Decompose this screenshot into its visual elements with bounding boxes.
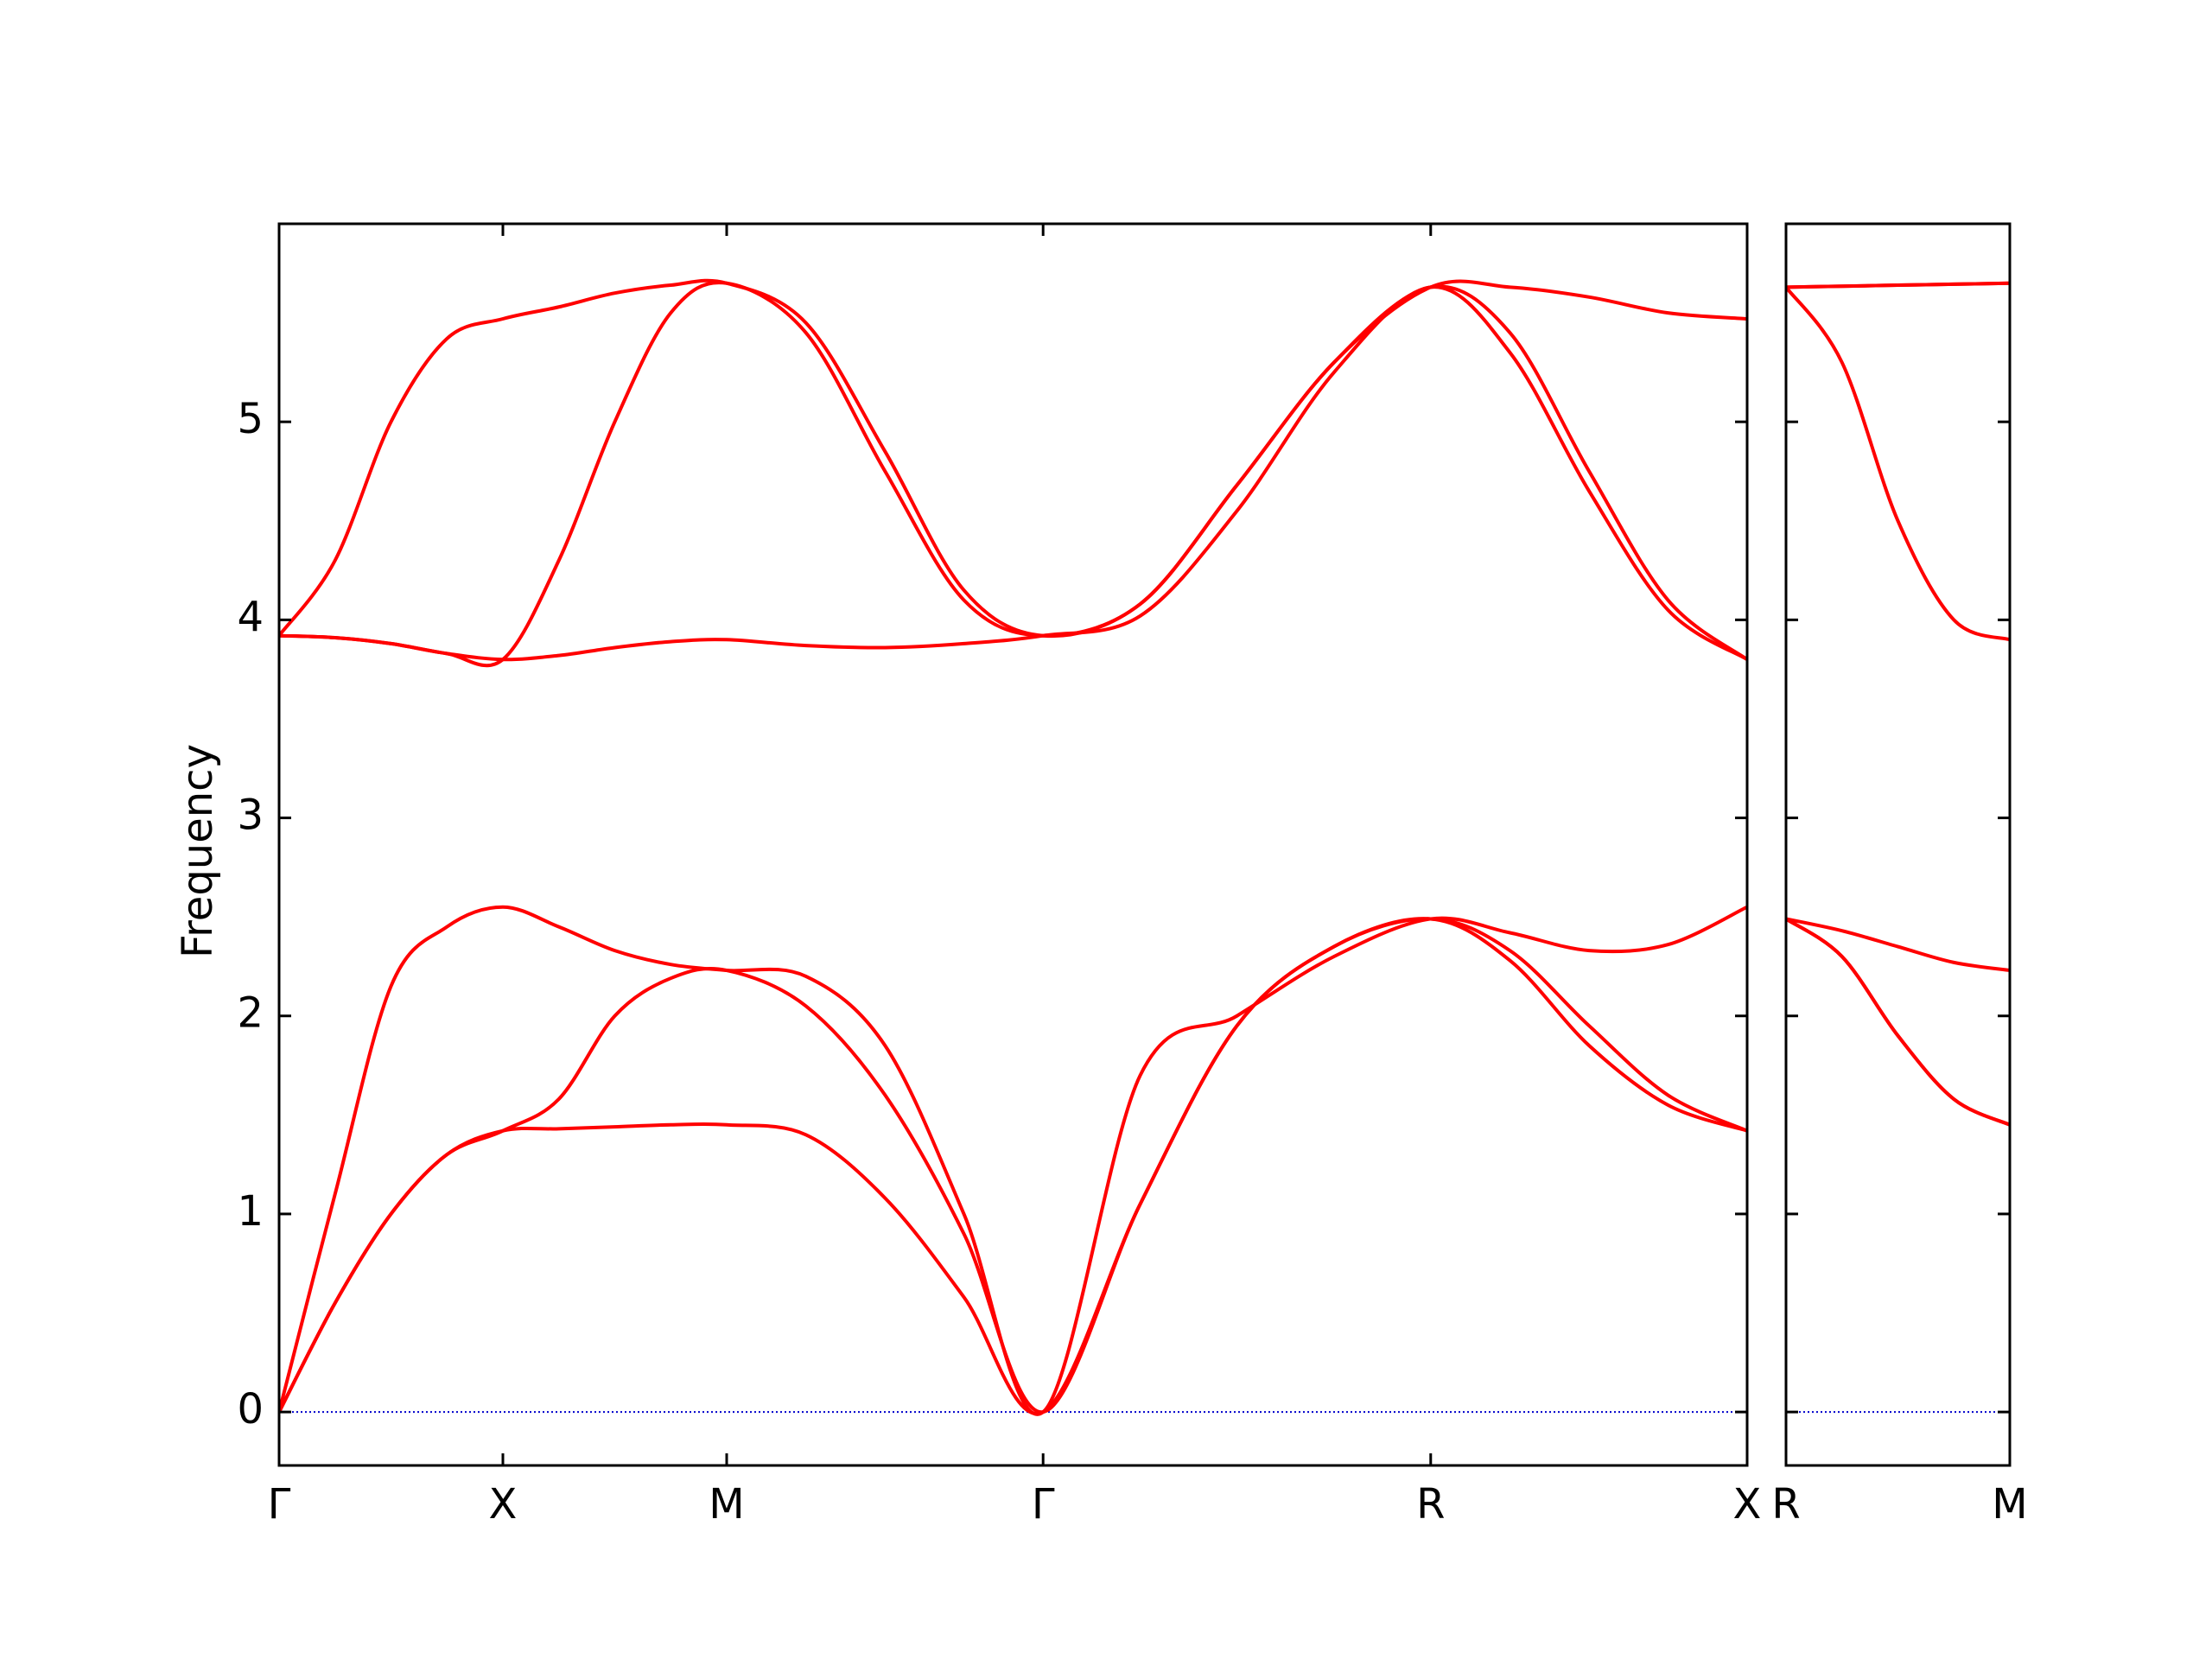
x-tick-label: X xyxy=(1733,1480,1762,1529)
y-tick-label: 3 xyxy=(237,791,264,840)
band-line xyxy=(279,917,1747,1414)
axes-frame xyxy=(277,222,1749,1467)
y-tick-label: 4 xyxy=(237,593,264,641)
axes-frame xyxy=(1784,222,2012,1467)
band-line xyxy=(1786,281,2010,289)
y-tick-label: 2 xyxy=(237,989,264,1038)
x-tick-label: Γ xyxy=(268,1480,291,1529)
x-tick-label: R xyxy=(1771,1480,1800,1529)
band-line xyxy=(279,917,1747,1416)
band-line xyxy=(279,278,1747,639)
band-line xyxy=(1786,286,2010,642)
band-line xyxy=(1786,917,2010,1127)
plot-area xyxy=(279,278,1747,1416)
band-line xyxy=(279,285,1747,662)
x-tick-label: X xyxy=(489,1480,518,1529)
x-tick-label: M xyxy=(709,1480,744,1529)
band-line xyxy=(1786,917,2010,1127)
plot-area xyxy=(1786,281,2010,1414)
band-line xyxy=(279,281,1747,668)
band-line xyxy=(1786,917,2010,973)
band-line xyxy=(279,905,1747,1416)
x-tick-label: M xyxy=(1992,1480,2027,1529)
y-axis-label: Frequency xyxy=(174,744,222,958)
y-tick-label: 1 xyxy=(237,1187,264,1236)
y-tick-label: 5 xyxy=(237,395,264,443)
y-tick-label: 0 xyxy=(237,1385,264,1433)
x-tick-label: Γ xyxy=(1032,1480,1055,1529)
x-tick-label: R xyxy=(1416,1480,1445,1529)
